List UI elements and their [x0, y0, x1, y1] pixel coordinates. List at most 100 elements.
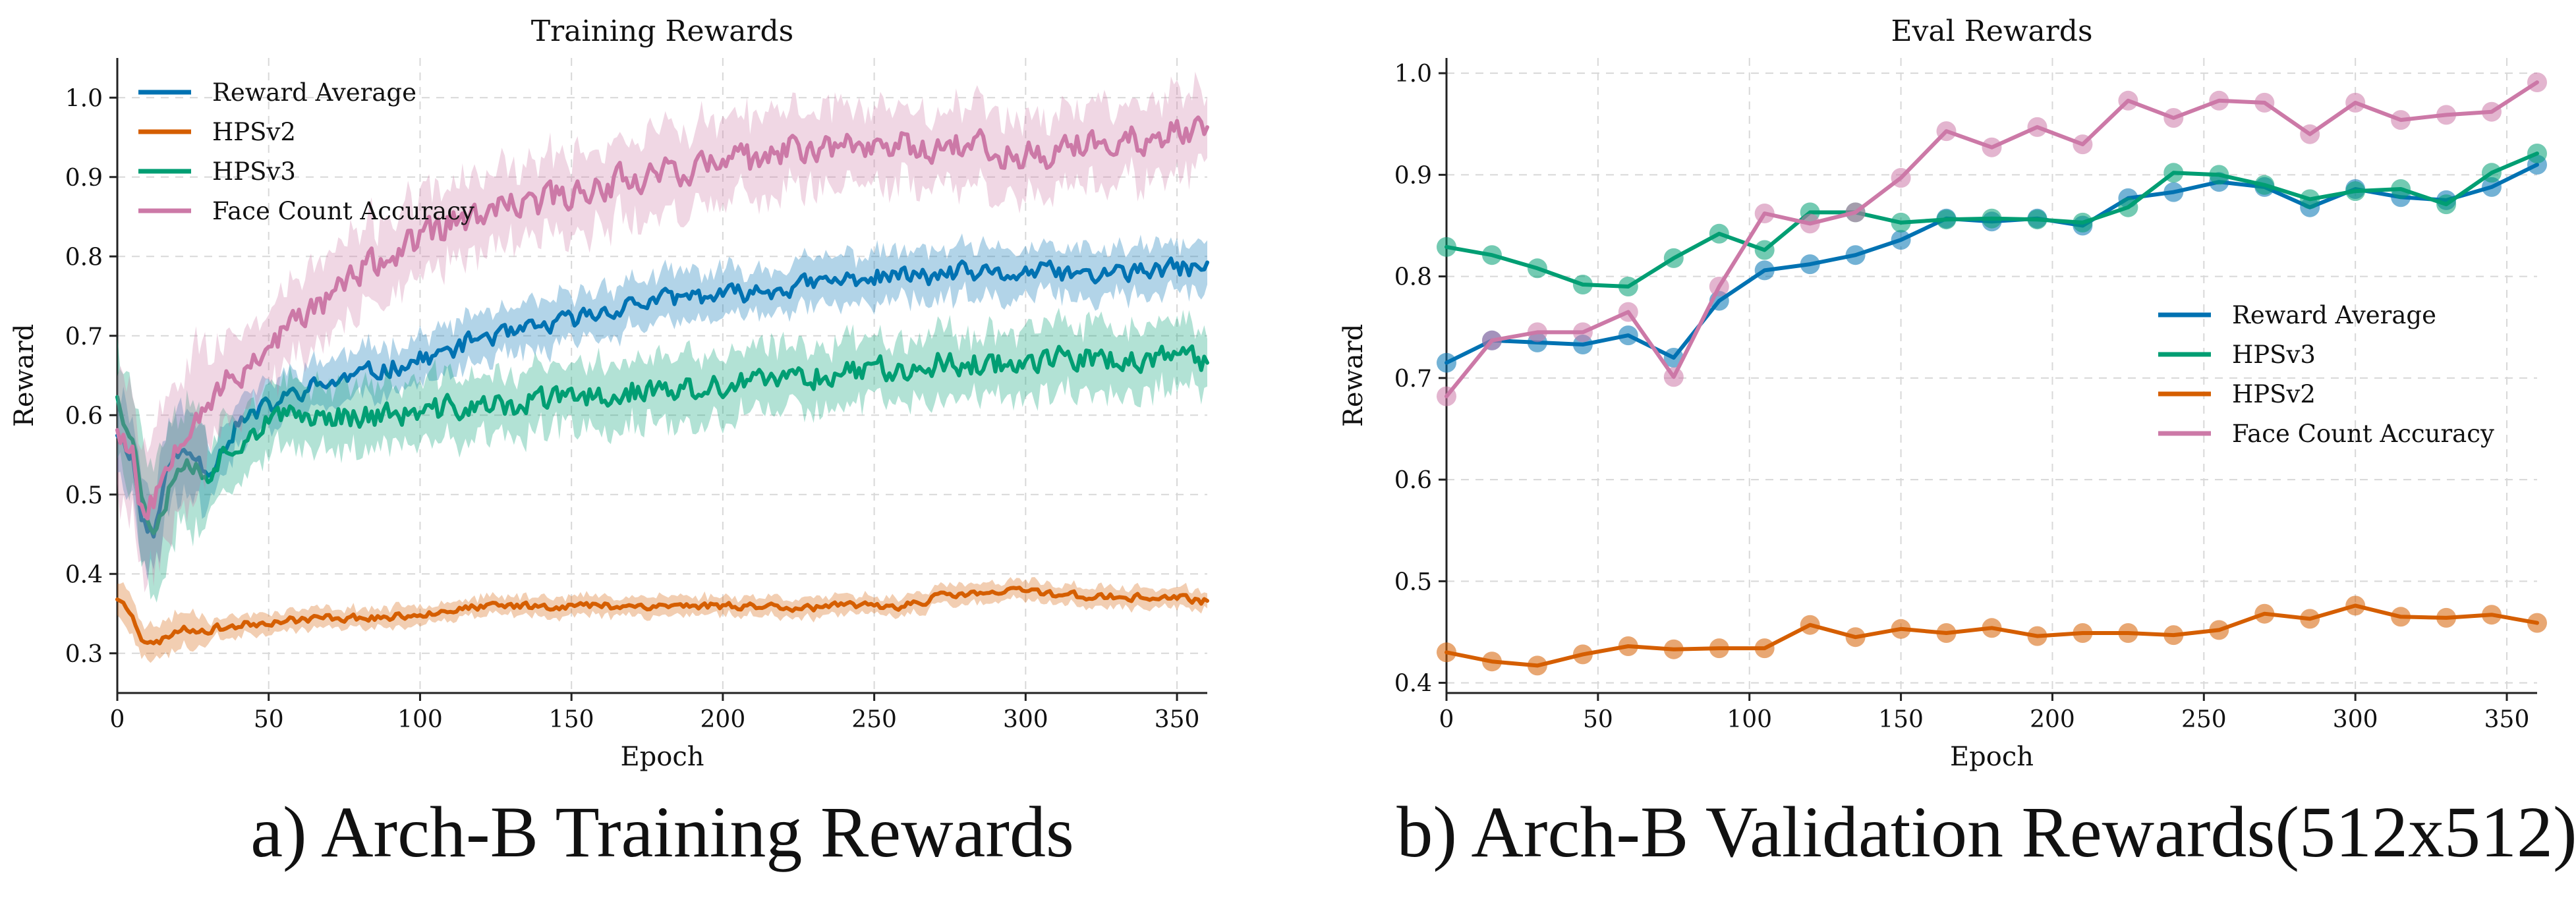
eval-point-hpsv2	[2209, 620, 2229, 640]
eval-point-face-count-accuracy	[1572, 322, 1593, 343]
eval-point-hpsv3	[2254, 175, 2275, 195]
caption-right: b) Arch-B Validation Rewards(512x512)	[1396, 792, 2576, 872]
eval-point-hpsv3	[1618, 277, 1638, 296]
eval-point-hpsv3	[1754, 240, 1775, 260]
train-x-tick-label: 50	[254, 706, 284, 733]
eval-point-hpsv3	[2073, 212, 2093, 233]
eval-point-face-count-accuracy	[2482, 101, 2502, 122]
eval-point-face-count-accuracy	[1800, 213, 1820, 234]
eval-point-face-count-accuracy	[2436, 105, 2457, 125]
eval-point-reward-average	[1618, 325, 1638, 346]
train-title: Training Rewards	[531, 14, 793, 48]
eval-point-hpsv3	[2482, 163, 2502, 183]
eval-point-hpsv2	[1482, 651, 1502, 672]
eval-x-tick-label: 300	[2333, 706, 2378, 733]
eval-point-face-count-accuracy	[1437, 386, 1456, 406]
eval-legend-label-reward-average: Reward Average	[2232, 301, 2436, 329]
eval-point-face-count-accuracy	[1618, 302, 1638, 322]
eval-x-tick-label: 0	[1439, 706, 1454, 733]
eval-title: Eval Rewards	[1891, 14, 2092, 48]
train-x-tick-label: 350	[1155, 706, 1200, 733]
eval-point-hpsv2	[2527, 613, 2547, 633]
eval-point-reward-average	[1754, 260, 1775, 281]
eval-point-hpsv2	[2482, 605, 2502, 625]
eval-point-hpsv3	[2345, 181, 2366, 202]
train-ticks: 0 50 100 150 200 250 300 350 0.3 0.4 0.5 0.6 0.7 0.8 0…	[65, 85, 1200, 733]
eval-legend: Reward Average HPSv3 HPSv2 Face Count Accur…	[2158, 301, 2494, 448]
eval-point-face-count-accuracy	[2254, 92, 2275, 113]
eval-point-reward-average	[1437, 352, 1456, 373]
eval-point-hpsv3	[1572, 275, 1593, 294]
eval-point-face-count-accuracy	[1936, 121, 1957, 142]
eval-y-axis-label: Reward	[1338, 324, 1369, 428]
eval-legend-label-face-count-accuracy: Face Count Accuracy	[2232, 420, 2494, 448]
eval-point-hpsv3	[2118, 197, 2138, 217]
eval-point-reward-average	[1800, 254, 1820, 275]
eval-point-face-count-accuracy	[1754, 204, 1775, 223]
train-y-tick-label: 0.5	[65, 482, 103, 509]
eval-point-hpsv3	[2436, 194, 2457, 215]
train-y-tick-label: 0.4	[65, 561, 103, 588]
train-line-reward-average	[115, 256, 1209, 539]
eval-point-face-count-accuracy	[1527, 322, 1547, 343]
train-x-axis-label: Epoch	[620, 742, 704, 772]
train-line-hpsv2	[115, 586, 1209, 646]
eval-point-hpsv2	[1527, 655, 1547, 676]
eval-point-face-count-accuracy	[1891, 168, 1911, 188]
eval-y-tick-label: 1.0	[1394, 61, 1432, 88]
eval-point-face-count-accuracy	[1982, 137, 2002, 157]
eval-point-face-count-accuracy	[2163, 108, 2184, 128]
eval-point-hpsv3	[2209, 165, 2229, 185]
eval-point-hpsv2	[1618, 636, 1638, 656]
eval-point-face-count-accuracy	[2300, 124, 2320, 144]
eval-point-hpsv3	[1663, 248, 1684, 268]
eval-point-hpsv2	[2163, 625, 2184, 646]
train-y-tick-label: 0.9	[65, 165, 103, 192]
train-x-tick-label: 0	[110, 706, 125, 733]
train-x-tick-label: 250	[851, 706, 897, 733]
train-legend: Reward Average HPSv2 HPSv3 Face Count Accur…	[138, 78, 474, 225]
eval-y-tick-label: 0.8	[1394, 264, 1432, 291]
eval-point-face-count-accuracy	[1663, 367, 1684, 387]
eval-point-hpsv2	[1572, 644, 1593, 665]
eval-point-face-count-accuracy	[2345, 92, 2366, 113]
eval-point-hpsv2	[2391, 607, 2411, 627]
train-legend-label-face-count-accuracy: Face Count Accuracy	[212, 197, 474, 225]
train-legend-label-reward-average: Reward Average	[212, 78, 416, 107]
eval-point-reward-average	[2163, 182, 2184, 202]
train-legend-label-hpsv3: HPSv3	[212, 157, 296, 186]
eval-x-tick-label: 200	[2030, 706, 2075, 733]
train-x-tick-label: 200	[701, 706, 746, 733]
eval-point-face-count-accuracy	[2118, 90, 2138, 111]
eval-point-hpsv2	[2073, 623, 2093, 643]
train-y-axis-label: Reward	[9, 324, 40, 428]
eval-legend-label-hpsv2: HPSv2	[2232, 380, 2316, 408]
eval-grid	[1446, 58, 2537, 693]
train-x-tick-label: 150	[549, 706, 594, 733]
eval-ticks: 0 50 100 150 200 250 300 350 0.4 0.5 0.6 0.7 0.8 0.9 1…	[1394, 61, 2530, 733]
eval-point-hpsv2	[1845, 627, 1866, 648]
training-rewards-chart: 0 50 100 150 200 250 300 350 0.3 0.4 0.5 0.6 0.7 0.8 0…	[9, 14, 1209, 772]
eval-point-hpsv3	[1982, 208, 2002, 229]
eval-x-tick-label: 50	[1583, 706, 1613, 733]
eval-point-hpsv3	[2300, 189, 2320, 209]
eval-x-tick-label: 350	[2484, 706, 2530, 733]
eval-y-tick-label: 0.6	[1394, 467, 1432, 494]
eval-x-axis-label: Epoch	[1950, 742, 2034, 772]
eval-point-face-count-accuracy	[2027, 117, 2047, 137]
eval-point-reward-average	[1663, 348, 1684, 368]
eval-y-tick-label: 0.5	[1394, 568, 1432, 595]
eval-point-hpsv2	[1936, 623, 1957, 643]
eval-point-face-count-accuracy	[1709, 277, 1729, 296]
eval-x-tick-label: 100	[1727, 706, 1772, 733]
eval-point-hpsv3	[1482, 245, 1502, 265]
train-y-tick-label: 1.0	[65, 85, 103, 112]
eval-point-hpsv2	[1800, 615, 1820, 635]
train-y-tick-label: 0.6	[65, 402, 103, 429]
eval-point-face-count-accuracy	[1845, 202, 1866, 223]
eval-point-hpsv2	[1982, 618, 2002, 638]
eval-y-tick-label: 0.4	[1394, 671, 1432, 698]
eval-point-hpsv2	[1754, 638, 1775, 659]
train-band-hpsv3	[117, 308, 1207, 603]
